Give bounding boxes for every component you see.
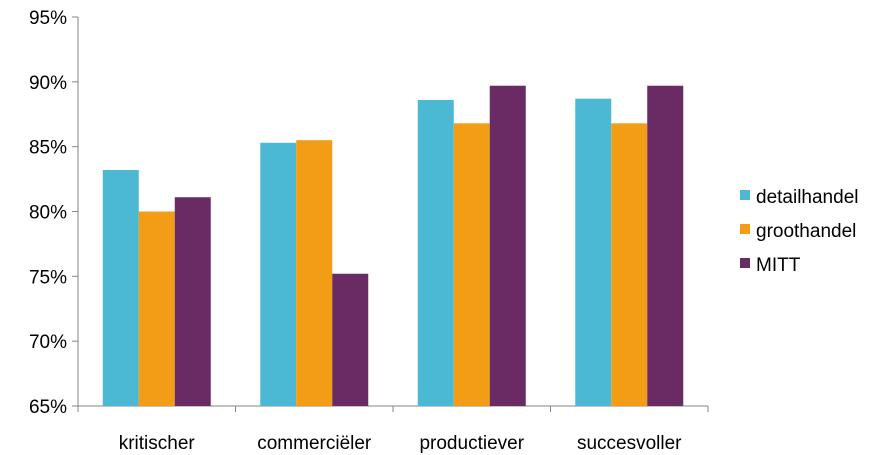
x-tick-label: productiever [419,433,524,454]
bar [332,273,369,406]
y-tick-label: 95% [29,8,67,29]
x-tick-label: commerciëler [257,433,372,454]
bar [489,85,526,407]
bar [296,140,333,406]
y-tick-label: 70% [29,332,67,353]
y-axis: 65% 70% 75% 80% 85% 90% 95% [29,8,79,418]
legend-swatch [740,224,750,234]
y-tick-label: 80% [29,203,67,224]
bar [575,98,612,406]
y-tick-label: 75% [29,267,67,288]
bar [260,142,297,406]
legend-label: MITT [756,255,801,276]
legend-swatch [740,258,750,268]
y-tick-label: 85% [29,138,67,159]
y-tick-label: 65% [29,397,67,418]
bar [417,99,454,406]
legend-label: groothandel [756,221,856,242]
x-axis: kritischer commerciëler productiever succes… [77,405,709,454]
bar [647,85,684,407]
bar [611,123,648,407]
legend: detailhandel groothandel MITT [740,187,858,276]
x-tick-label: kritischer [119,433,196,454]
bar [102,170,139,406]
bar [174,197,211,406]
legend-label: detailhandel [756,187,858,208]
y-tick-label: 90% [29,73,67,94]
bar [138,211,175,406]
legend-swatch [740,190,750,200]
x-tick-label: succesvoller [577,433,682,454]
bar [453,123,490,407]
bars [102,85,684,407]
